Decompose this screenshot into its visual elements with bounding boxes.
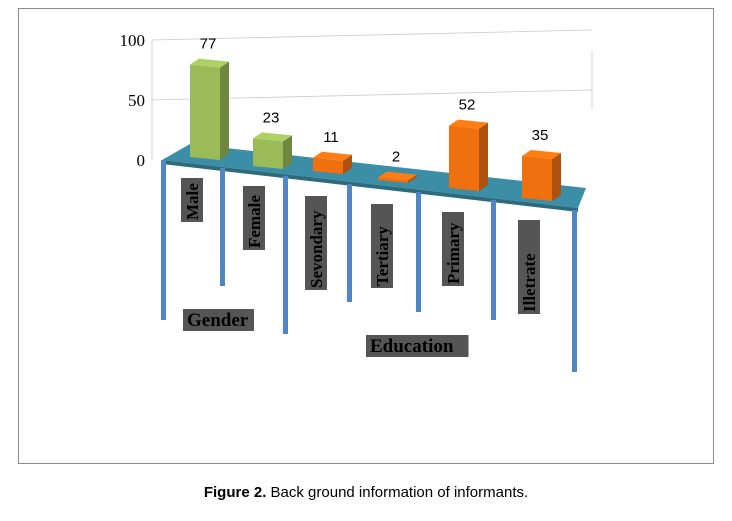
category-label: Female — [245, 195, 264, 248]
data-label: 23 — [263, 109, 280, 126]
category-label: Primary — [444, 222, 463, 284]
category-separator — [416, 192, 421, 312]
category-separator — [347, 184, 352, 302]
category-label-bg — [305, 196, 327, 290]
category-separator — [491, 200, 496, 320]
bar-top — [378, 171, 417, 181]
bar-side — [343, 154, 352, 174]
category-label-bg — [371, 204, 393, 288]
data-label: 2 — [392, 149, 400, 166]
category-label-group: Tertiary — [371, 204, 393, 288]
bar-top — [253, 132, 292, 142]
bar-illetrate — [522, 156, 552, 201]
bar-top — [449, 119, 488, 129]
bar-side — [220, 61, 229, 160]
category-label-bg — [181, 178, 203, 222]
bar-side — [479, 122, 488, 191]
category-label: Male — [183, 183, 202, 220]
category-label-group: Illetrate — [518, 220, 540, 314]
caption-text: Back ground information of informants. — [266, 484, 529, 501]
back-wall-line — [151, 29, 593, 41]
caption-label: Figure 2. — [203, 484, 267, 501]
category-separator — [220, 168, 225, 286]
data-label: 35 — [532, 127, 549, 144]
bar-top — [522, 150, 561, 159]
category-label-group: Primary — [442, 212, 464, 286]
category-label: Tertiary — [373, 226, 392, 286]
category-label: Sevondary — [307, 210, 326, 288]
y-tick-label: 100 — [120, 31, 146, 50]
figure-caption: Figure 2. Back ground information of inf… — [0, 484, 732, 501]
bar-female — [253, 138, 283, 169]
bar-side — [283, 135, 292, 169]
bar-top — [313, 151, 352, 161]
category-label-group: Female — [243, 186, 265, 250]
category-label-bg — [442, 212, 464, 286]
bar-top — [190, 58, 229, 68]
chart-frame — [18, 8, 714, 464]
bar-male — [190, 64, 220, 160]
group-label: Gender — [187, 310, 249, 331]
group-label-bg — [183, 309, 254, 331]
category-label-group: Male — [181, 178, 203, 222]
category-label-bg — [518, 220, 540, 314]
data-label: 52 — [459, 97, 476, 114]
y-tick-label: 50 — [128, 91, 145, 110]
bar-side — [408, 174, 417, 183]
y-tick-label: 0 — [137, 151, 146, 170]
category-separator — [283, 176, 288, 334]
bar-side — [552, 153, 561, 201]
bar-primary — [449, 125, 479, 191]
data-label: 11 — [323, 129, 339, 146]
group-label-bg — [366, 335, 469, 357]
category-separator — [572, 210, 577, 372]
category-label-bg — [243, 186, 265, 250]
bar-sevondary — [313, 157, 343, 174]
category-label: Illetrate — [520, 253, 539, 312]
group-label: Education — [370, 336, 454, 357]
data-label: 77 — [200, 36, 217, 53]
chart-floor-edge — [162, 160, 578, 212]
category-separator — [161, 160, 166, 320]
bar-tertiary — [378, 177, 408, 183]
category-label-group: Sevondary — [305, 196, 327, 290]
